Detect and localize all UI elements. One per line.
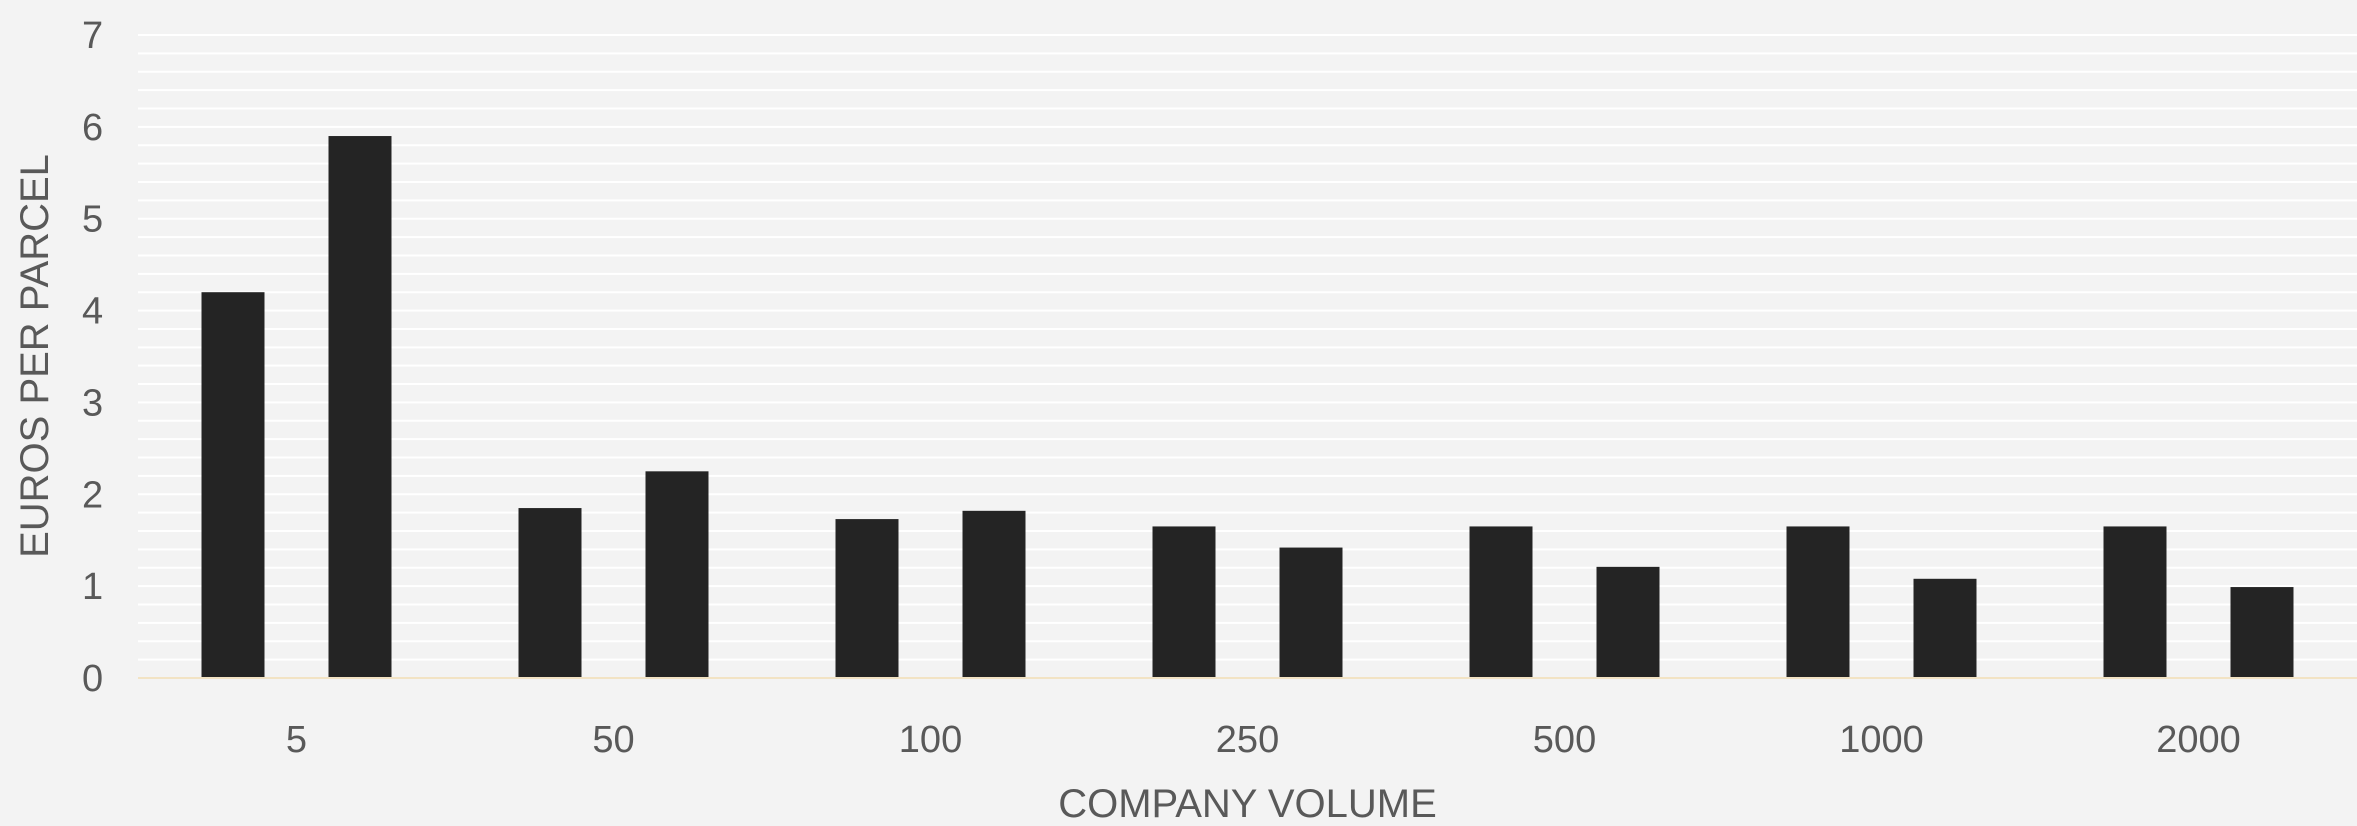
x-tick-label: 5 (286, 719, 307, 761)
y-tick-label: 4 (82, 291, 103, 333)
y-tick-label: 5 (82, 199, 103, 241)
x-tick-label: 1000 (1839, 719, 1924, 761)
bar-100-1 (835, 519, 899, 678)
x-axis-title: COMPANY VOLUME (1058, 782, 1437, 826)
bar-1000-1 (1786, 526, 1850, 678)
bar-250-2 (1279, 547, 1343, 678)
bars (201, 136, 2294, 679)
y-tick-label: 0 (82, 658, 103, 700)
y-tick-label: 1 (82, 566, 103, 608)
x-tick-label: 250 (1216, 719, 1279, 761)
bar-50-1 (518, 508, 582, 678)
bar-5-1 (201, 292, 265, 678)
bar-1000-2 (1913, 578, 1977, 678)
y-tick-labels: 0 1 2 3 4 5 6 7 (82, 15, 103, 700)
y-tick-label: 6 (82, 107, 103, 149)
y-tick-label: 2 (82, 474, 103, 516)
y-tick-label: 3 (82, 382, 103, 424)
bar-500-2 (1596, 566, 1660, 678)
x-tick-label: 2000 (2156, 719, 2241, 761)
y-axis-title: EUROS PER PARCEL (13, 154, 57, 558)
x-tick-label: 100 (899, 719, 962, 761)
bar-500-1 (1469, 526, 1533, 678)
bar-50-2 (645, 471, 709, 678)
bar-100-2 (962, 510, 1026, 678)
bar-2000-1 (2103, 526, 2167, 678)
x-tick-label: 500 (1533, 719, 1596, 761)
gridlines (138, 34, 2357, 661)
x-tick-label: 50 (592, 719, 634, 761)
bar-2000-2 (2230, 587, 2294, 678)
bar-5-2 (328, 136, 392, 679)
x-tick-labels: 5 50 100 250 500 1000 2000 (286, 719, 2241, 761)
y-tick-label: 7 (82, 15, 103, 57)
bar-250-1 (1152, 526, 1216, 678)
